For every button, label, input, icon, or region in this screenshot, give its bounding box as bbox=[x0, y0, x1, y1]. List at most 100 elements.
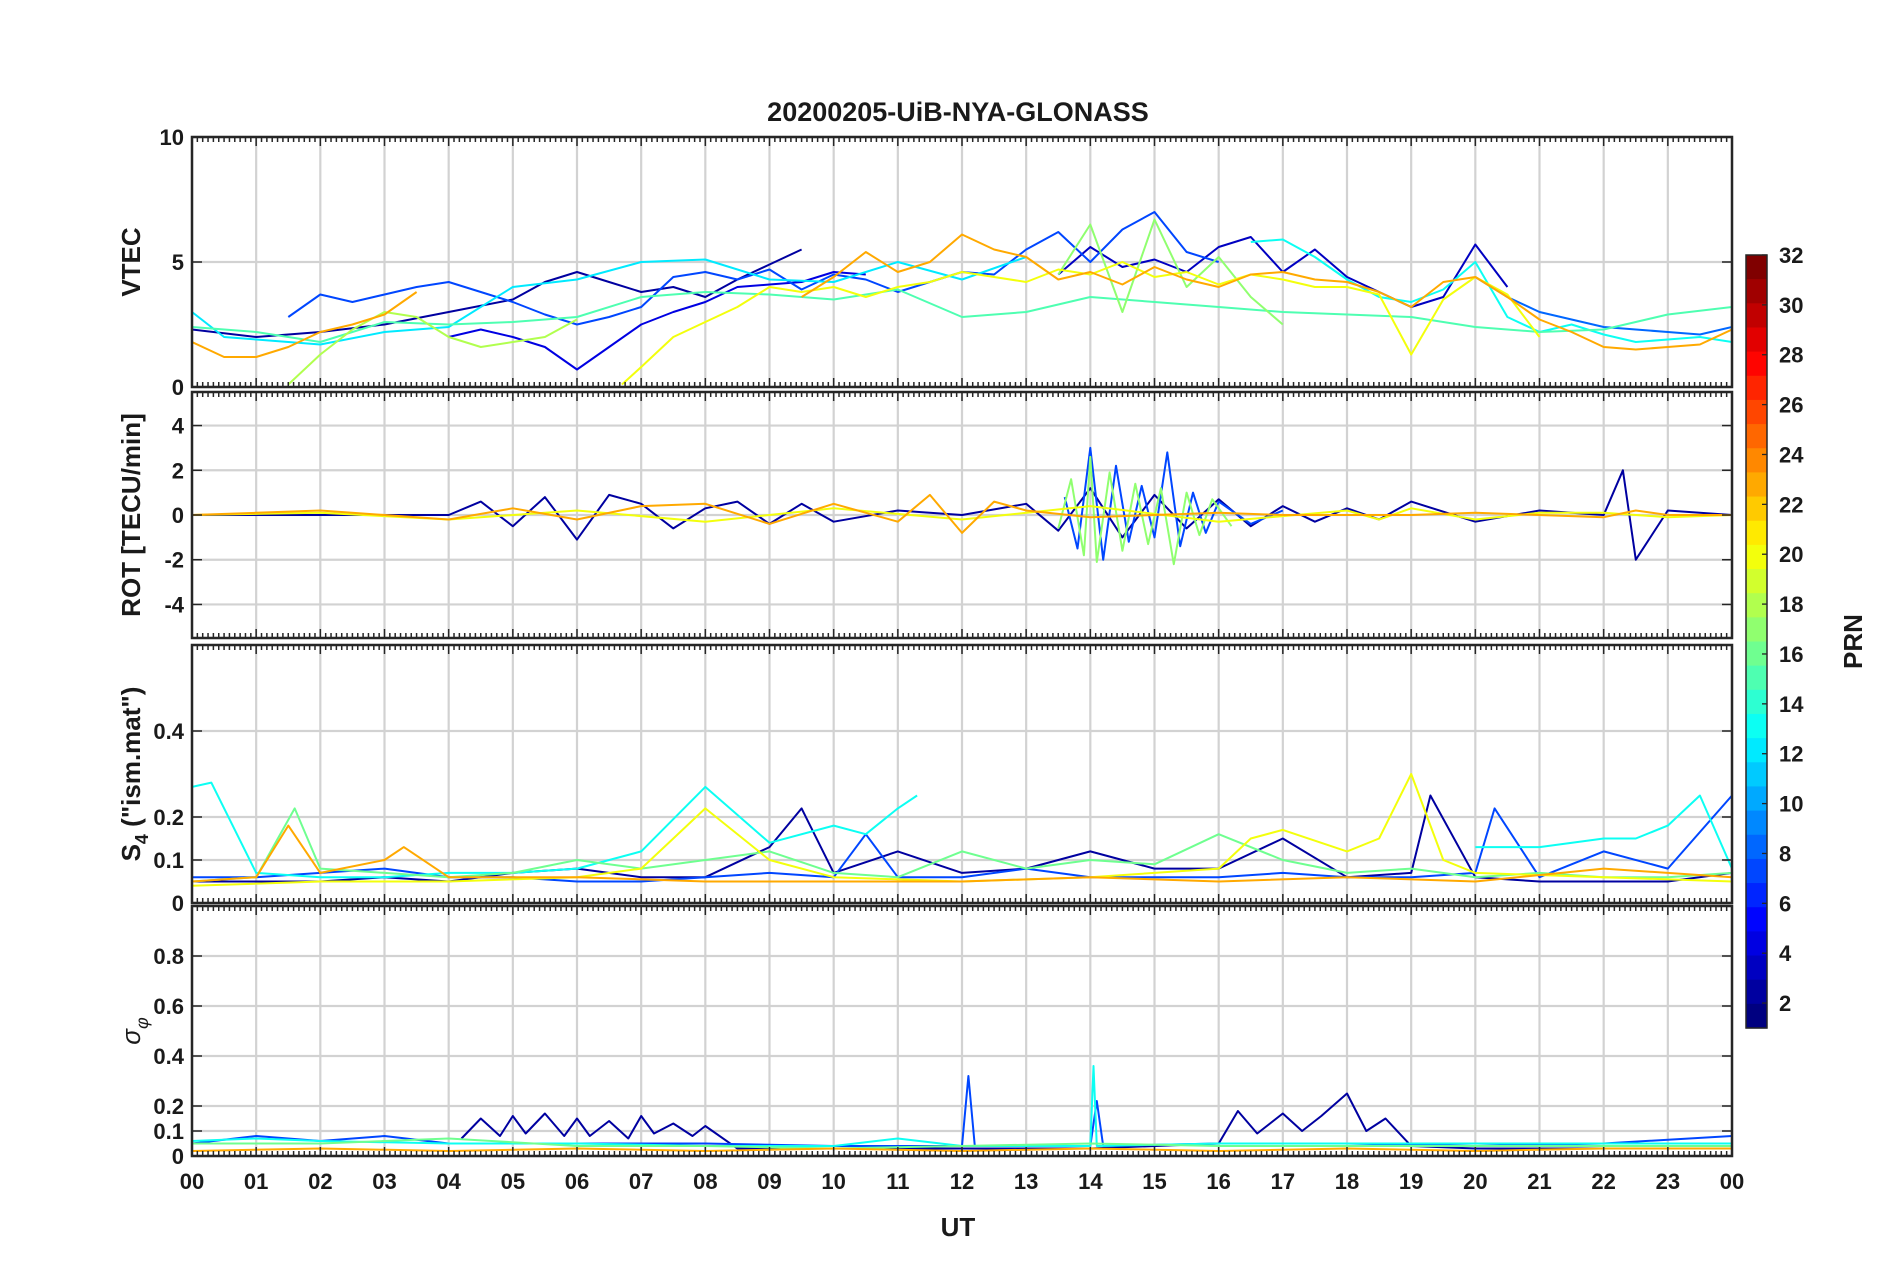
series-line-prn-13 bbox=[1475, 794, 1732, 870]
y-tick-label: 4 bbox=[172, 414, 185, 439]
colorbar-segment bbox=[1746, 979, 1767, 1005]
colorbar-segment bbox=[1746, 834, 1767, 860]
series-line-prn-13 bbox=[192, 781, 918, 879]
x-tick-label: 15 bbox=[1142, 1169, 1166, 1194]
y-tick-label: 0 bbox=[172, 375, 184, 400]
colorbar-segment bbox=[1746, 931, 1767, 957]
colorbar-segment bbox=[1746, 786, 1767, 812]
y-tick-label: 0 bbox=[172, 891, 184, 916]
series-line-prn-16 bbox=[192, 1137, 1732, 1150]
x-tick-label: 16 bbox=[1206, 1169, 1230, 1194]
colorbar-tick-label: 20 bbox=[1779, 542, 1803, 567]
series-line-prn-2 bbox=[192, 469, 1732, 561]
series-group bbox=[192, 773, 1732, 887]
x-tick-label: 00 bbox=[180, 1169, 204, 1194]
y-tick-label: 0.8 bbox=[153, 944, 184, 969]
series-line-prn-23 bbox=[192, 291, 418, 358]
colorbar-segment bbox=[1746, 883, 1767, 908]
colorbar-segment bbox=[1746, 303, 1767, 329]
colorbar-segment bbox=[1746, 496, 1767, 522]
panel-vtec: 0 5 10 VTEC bbox=[116, 125, 1734, 400]
x-tick-label: 10 bbox=[821, 1169, 845, 1194]
y-tick-label: 0.2 bbox=[153, 805, 184, 830]
series-line-prn-17 bbox=[1057, 455, 1233, 566]
colorbar-segment bbox=[1746, 424, 1767, 449]
colorbar-segment bbox=[1746, 351, 1767, 377]
y-tick-label: 0 bbox=[172, 503, 184, 528]
colorbar-tick-label: 30 bbox=[1779, 293, 1803, 318]
colorbar-segment bbox=[1746, 617, 1767, 643]
y-tick-label: 10 bbox=[160, 125, 184, 150]
y-tick-label: 5 bbox=[172, 250, 184, 275]
colorbar-tick-label: 16 bbox=[1779, 642, 1803, 667]
colorbar-tick-label: 4 bbox=[1779, 941, 1792, 966]
y-axis-label-s4: S4 ("ism.mat") bbox=[116, 687, 152, 862]
x-tick-label: 18 bbox=[1335, 1169, 1359, 1194]
y-tick-label: 0.1 bbox=[153, 1119, 184, 1144]
series-line-prn-20 bbox=[621, 261, 1541, 386]
y-tick-label: 0.1 bbox=[153, 848, 184, 873]
series-line-prn-20 bbox=[192, 505, 1732, 523]
y-tick-label: -4 bbox=[164, 592, 184, 617]
colorbar-frame bbox=[1745, 254, 1768, 1029]
colorbar-segment bbox=[1746, 641, 1767, 667]
colorbar-tick-label: 24 bbox=[1779, 442, 1804, 467]
x-tick-label: 01 bbox=[244, 1169, 268, 1194]
y-tick-label: 0.2 bbox=[153, 1094, 184, 1119]
colorbar-segment bbox=[1746, 472, 1767, 498]
colorbar-segment bbox=[1746, 689, 1767, 715]
series-line-prn-13 bbox=[1250, 238, 1732, 343]
colorbar-tick-label: 8 bbox=[1779, 841, 1791, 866]
series-line-prn-15 bbox=[192, 288, 1732, 343]
colorbar-tick-label: 28 bbox=[1779, 343, 1803, 368]
x-tick-label: 05 bbox=[501, 1169, 525, 1194]
colorbar-tick-label: 18 bbox=[1779, 592, 1803, 617]
series-group bbox=[192, 211, 1732, 386]
colorbar-tick-label: 12 bbox=[1779, 742, 1803, 767]
x-tick-label: 22 bbox=[1591, 1169, 1615, 1194]
x-tick-label: 00 bbox=[1720, 1169, 1744, 1194]
x-tick-label: 19 bbox=[1399, 1169, 1423, 1194]
colorbar-segment bbox=[1746, 955, 1767, 981]
x-tick-label: 08 bbox=[693, 1169, 717, 1194]
y-tick-label: -2 bbox=[164, 548, 184, 573]
series-line-prn-12 bbox=[192, 256, 1027, 346]
colorbar-segment bbox=[1746, 1003, 1767, 1029]
colorbar-segment bbox=[1746, 544, 1767, 570]
series-line-prn-23 bbox=[801, 233, 1732, 351]
colorbar-segment bbox=[1746, 448, 1767, 474]
series-line-prn-4 bbox=[448, 271, 866, 371]
series-line-prn-17 bbox=[1057, 218, 1284, 326]
x-tick-label: 09 bbox=[757, 1169, 781, 1194]
panel-s4: 0 0.1 0.2 0.4S4 ("ism.mat") bbox=[116, 643, 1734, 916]
y-tick-label: 0.4 bbox=[153, 1044, 184, 1069]
panel-rot: -4 -2 0 2 4 ROT [TECU/min] bbox=[116, 390, 1734, 640]
x-tick-label: 06 bbox=[565, 1169, 589, 1194]
x-tick-label: 13 bbox=[1014, 1169, 1038, 1194]
colorbar-segment bbox=[1746, 375, 1767, 401]
x-tick-label: 07 bbox=[629, 1169, 653, 1194]
y-tick-label: 2 bbox=[172, 458, 184, 483]
panel-sigma: 00.10.2 0.4 0.6 0.8 σφ bbox=[116, 904, 1734, 1169]
x-tick-labels: 00 01 02 03 04 05 06 07 08 09 10 11 12 13 14 15 16 17 18 19… bbox=[180, 1169, 1744, 1194]
colorbar-segment bbox=[1746, 810, 1767, 836]
colorbar-segment bbox=[1746, 858, 1767, 884]
y-tick-label: 0.6 bbox=[153, 994, 184, 1019]
ticks: -4 -2 0 2 4 bbox=[164, 392, 1733, 638]
colorbar-tick-label: 26 bbox=[1779, 393, 1803, 418]
colorbar-tick-label: 32 bbox=[1779, 243, 1803, 268]
colorbar-segment bbox=[1746, 907, 1767, 932]
colorbar-segment bbox=[1746, 327, 1767, 353]
x-tick-label: 17 bbox=[1271, 1169, 1295, 1194]
x-tick-label: 23 bbox=[1656, 1169, 1680, 1194]
x-tick-label: 21 bbox=[1527, 1169, 1551, 1194]
colorbar-segment bbox=[1746, 255, 1767, 280]
series-line-prn-2 bbox=[192, 794, 1732, 883]
x-tick-label: 20 bbox=[1463, 1169, 1487, 1194]
x-tick-label: 11 bbox=[886, 1169, 909, 1194]
colorbar-label: PRN bbox=[1838, 614, 1868, 669]
series-line-prn-23 bbox=[192, 824, 1732, 883]
chart-title: 20200205-UiB-NYA-GLONASS bbox=[767, 97, 1149, 127]
